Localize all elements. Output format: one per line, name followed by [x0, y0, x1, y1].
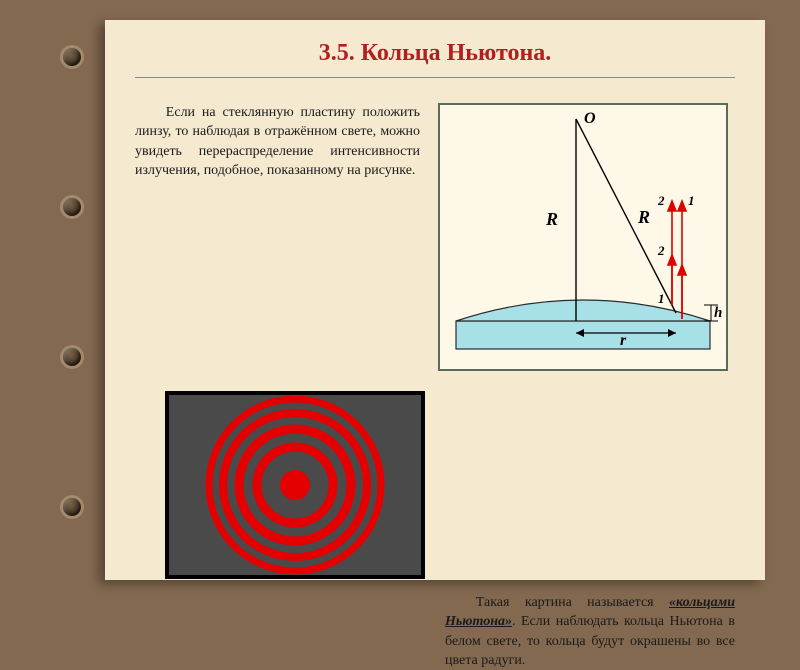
paragraph-2: Такая картина называется «кольцами Ньюто… — [445, 593, 735, 670]
binder-hole — [60, 345, 84, 369]
radius-line — [576, 119, 676, 313]
binder-hole — [60, 495, 84, 519]
top-row: Если на стеклянную пластину положить лин… — [135, 103, 735, 371]
lens-diagram-svg: O R R r h 1 2 2 1 — [440, 105, 726, 369]
label-1-low: 1 — [658, 291, 665, 306]
rings-svg — [170, 395, 420, 575]
lens-diagram: O R R r h 1 2 2 1 — [438, 103, 728, 371]
label-r: r — [620, 332, 627, 349]
ring-center — [280, 470, 310, 500]
label-R-left: R — [545, 209, 558, 229]
divider — [135, 77, 735, 78]
slide-title: 3.5. Кольца Ньютона. — [135, 40, 735, 67]
label-1-top: 1 — [688, 193, 695, 208]
newton-rings-figure — [165, 391, 425, 579]
label-R-right: R — [637, 207, 650, 227]
slide-card: 3.5. Кольца Ньютона. Если на стеклянную … — [105, 20, 765, 580]
para2-pre: Такая картина называется — [476, 595, 669, 610]
label-h: h — [714, 305, 722, 321]
paragraph-1: Если на стеклянную пластину положить лин… — [135, 103, 420, 371]
label-O: O — [584, 110, 596, 127]
label-2-mid: 2 — [657, 243, 665, 258]
binder-hole — [60, 195, 84, 219]
label-2-top: 2 — [657, 193, 665, 208]
binder-hole — [60, 45, 84, 69]
